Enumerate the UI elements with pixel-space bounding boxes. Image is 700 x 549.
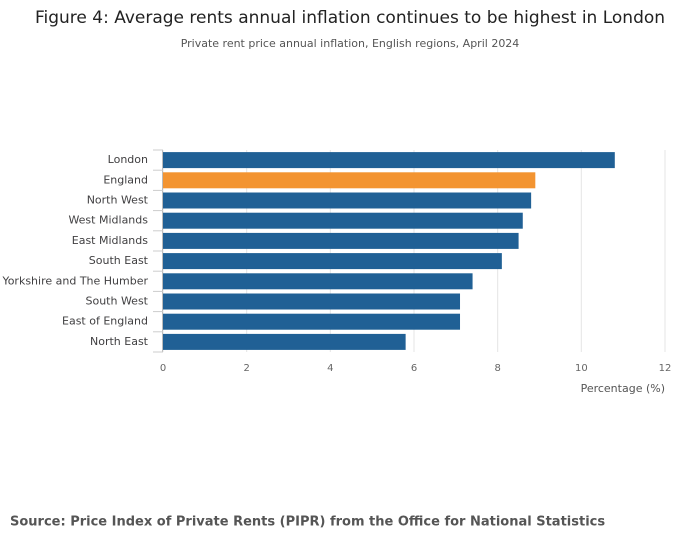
x-axis-label: Percentage (%) <box>581 382 665 395</box>
source: Source: Price Index of Private Rents (PI… <box>10 515 605 530</box>
bar <box>163 313 461 330</box>
bar <box>163 273 473 290</box>
y-tick-label: North West <box>87 194 149 207</box>
bar <box>163 232 519 249</box>
y-tick-label: England <box>103 173 148 186</box>
bar <box>163 192 532 209</box>
y-tick-label: South West <box>85 295 148 308</box>
x-tick-label: 10 <box>575 363 588 374</box>
y-tick-label: East of England <box>62 315 148 328</box>
y-tick-label: Yorkshire and The Humber <box>1 274 148 287</box>
bar <box>163 333 406 350</box>
y-tick-label: London <box>108 153 148 166</box>
x-tick-label: 2 <box>243 363 249 374</box>
x-tick-label: 4 <box>327 363 333 374</box>
bar <box>163 253 502 270</box>
y-tick-label: North East <box>90 335 149 348</box>
chart-subtitle: Private rent price annual inflation, Eng… <box>181 37 520 50</box>
x-tick-label: 12 <box>659 363 672 374</box>
y-tick-label: West Midlands <box>68 214 148 227</box>
y-tick-label: East Midlands <box>72 234 149 247</box>
y-tick-label: South East <box>89 254 149 267</box>
bar <box>163 293 461 310</box>
bar <box>163 172 536 189</box>
x-tick-label: 8 <box>494 363 500 374</box>
x-tick-label: 6 <box>411 363 417 374</box>
bar <box>163 212 523 229</box>
x-tick-label: 0 <box>160 363 166 374</box>
bar <box>163 152 615 169</box>
chart-title: Figure 4: Average rents annual inflation… <box>35 8 665 28</box>
